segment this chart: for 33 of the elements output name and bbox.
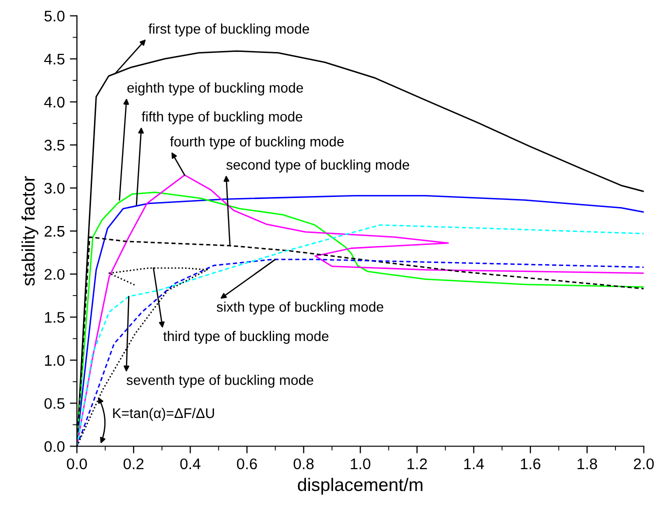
x-tick-label: 1.0 <box>350 458 370 470</box>
annotation: sixth type of buckling mode <box>216 302 384 315</box>
annotation: seventh type of buckling mode <box>126 374 314 388</box>
y-tick-label: 4.5 <box>44 54 64 65</box>
y-tick-label: 0.5 <box>44 398 64 409</box>
y-tick-label: 3.5 <box>44 140 64 151</box>
y-tick-label: 5.0 <box>44 10 65 22</box>
y-axis-title: stability factor <box>21 176 38 286</box>
y-tick-label: 1.5 <box>45 312 64 323</box>
annotation: fourth type of buckling mode <box>170 136 344 150</box>
x-tick-label: 0.2 <box>124 458 144 470</box>
x-tick-label: 1.6 <box>520 458 540 470</box>
x-tick-label: 0.6 <box>236 458 257 470</box>
x-tick-label: 0.8 <box>294 458 314 470</box>
y-tick-label: 4.0 <box>44 96 65 108</box>
x-tick-label: 1.4 <box>464 458 484 470</box>
x-tick-label: 1.8 <box>578 458 598 470</box>
y-tick-label: 0.0 <box>44 441 65 452</box>
annotation: eighth type of buckling mode <box>127 82 303 96</box>
y-tick-label: 1.0 <box>45 355 65 366</box>
annotation: fifth type of buckling mode <box>142 111 302 124</box>
annotation: first type of buckling mode <box>148 24 310 36</box>
x-axis-title: displacement/m <box>298 478 422 495</box>
y-tick-label: 2.0 <box>44 268 65 280</box>
annotation: second type of buckling mode <box>226 160 410 173</box>
annotation: K=tan(α)=ΔF/ΔU <box>113 408 214 421</box>
y-tick-label: 3.0 <box>44 182 65 194</box>
x-tick-label: 1.2 <box>408 458 427 470</box>
x-tick-label: 2.0 <box>634 458 654 470</box>
x-tick-label: 0.0 <box>66 458 87 470</box>
y-tick-label: 2.5 <box>44 226 64 237</box>
annotation: third type of buckling mode <box>163 330 328 344</box>
x-tick-label: 0.4 <box>180 458 200 470</box>
